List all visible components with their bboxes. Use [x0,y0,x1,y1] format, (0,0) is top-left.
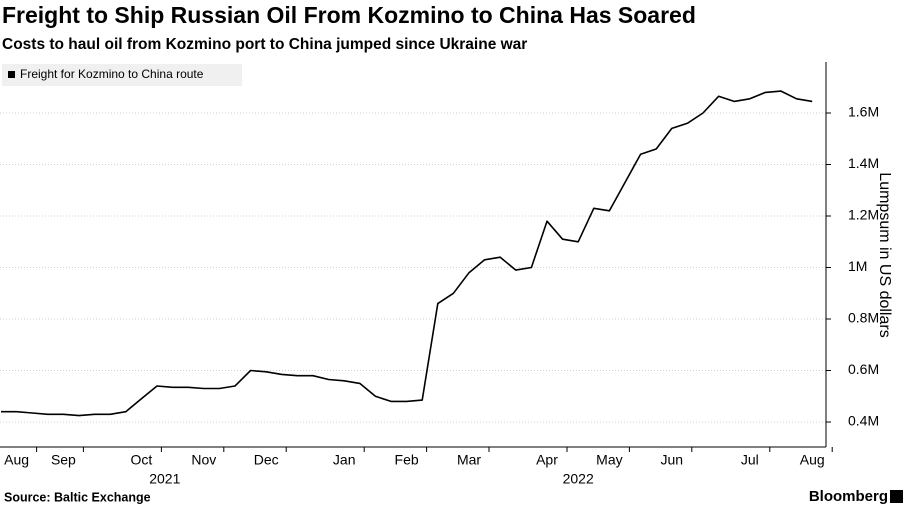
x-tick-label: Aug [4,452,29,468]
y-tick-label: 1M [848,258,867,274]
y-tick-label: 1.4M [848,155,879,171]
y-tick-label: 0.6M [848,361,879,377]
x-tick-label: Mar [457,452,481,468]
x-tick-label: Aug [800,452,825,468]
legend-label: Freight for Kozmino to China route [20,67,204,81]
x-tick-label: Oct [131,452,153,468]
brand: Bloomberg [809,488,888,505]
y-axis-title: Lumpsum in US dollars [876,172,893,337]
x-tick-label: Apr [536,452,558,468]
y-tick-label: 1.2M [848,207,879,223]
y-tick-label: 0.4M [848,413,879,429]
source: Source: Baltic Exchange [4,490,151,504]
x-tick-label: May [596,452,622,468]
x-group-label: 2021 [149,471,180,487]
x-tick-label: Jun [661,452,684,468]
x-group-label: 2022 [563,471,594,487]
chart-subtitle: Costs to haul oil from Kozmino port to C… [2,36,527,53]
x-tick-label: Feb [395,452,419,468]
x-tick-label: Nov [191,452,216,468]
x-tick-label: Sep [51,452,76,468]
brand-icon [890,490,903,503]
x-tick-label: Dec [254,452,279,468]
chart-title: Freight to Ship Russian Oil From Kozmino… [2,2,696,28]
x-tick-label: Jul [741,452,759,468]
y-tick-label: 1.6M [848,104,879,120]
series-line [1,90,813,417]
y-tick-label: 0.8M [848,310,879,326]
x-tick-label: Jan [333,452,356,468]
legend-swatch [8,71,15,78]
legend-box [2,64,242,86]
